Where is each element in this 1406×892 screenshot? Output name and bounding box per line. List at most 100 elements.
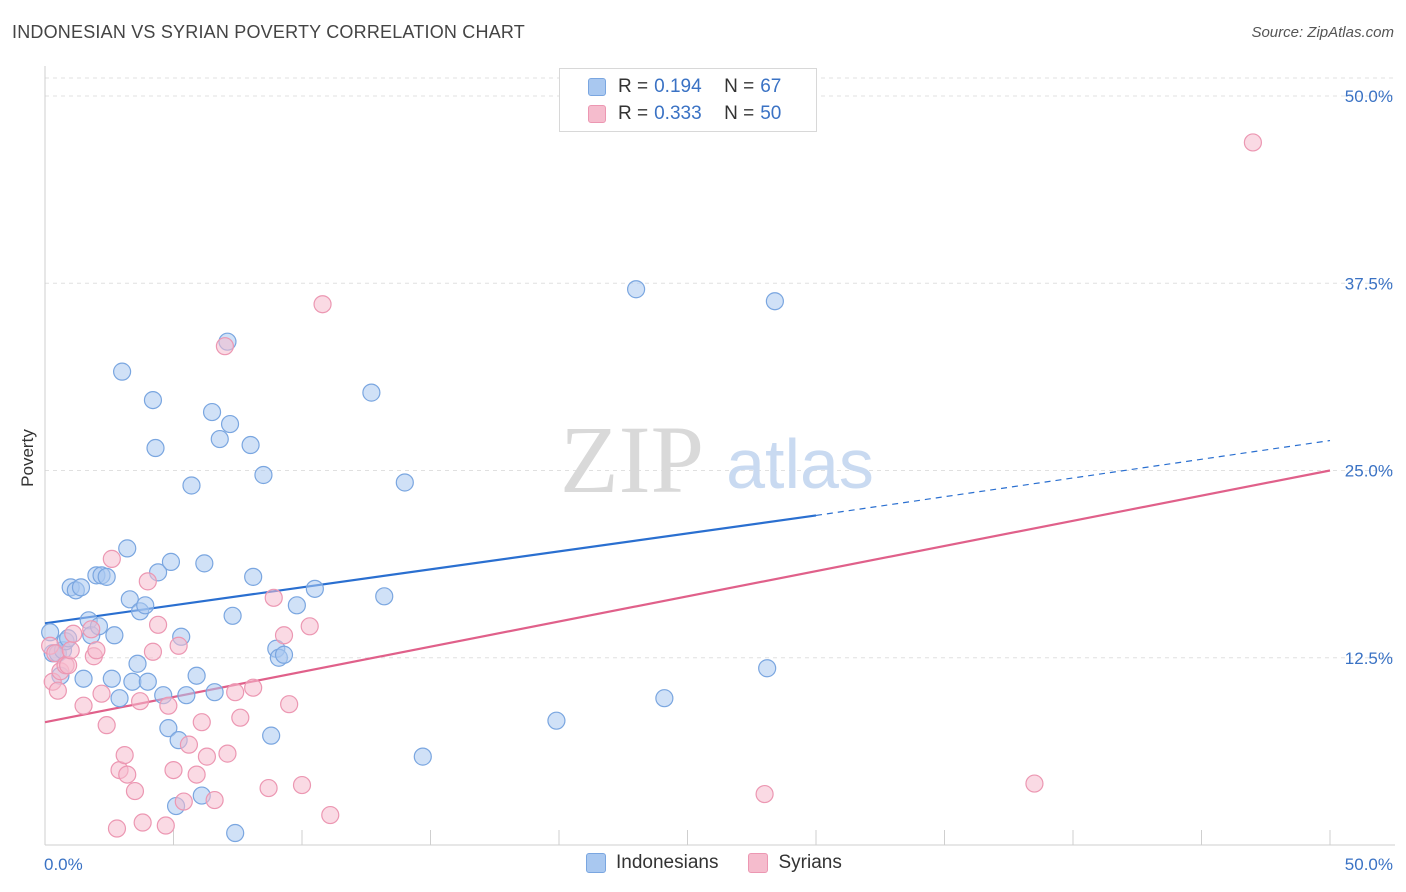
data-point bbox=[156, 816, 175, 835]
data-point bbox=[159, 719, 178, 738]
data-point bbox=[74, 669, 93, 688]
data-point bbox=[226, 823, 245, 843]
data-point bbox=[758, 659, 777, 678]
chart-title: INDONESIAN VS SYRIAN POVERTY CORRELATION… bbox=[12, 22, 525, 42]
y-tick-label: 25.0% bbox=[1345, 462, 1393, 481]
watermark-atlas: atlas bbox=[726, 425, 874, 503]
data-point bbox=[321, 805, 340, 825]
data-point bbox=[164, 760, 183, 780]
x-tick-label-min: 0.0% bbox=[44, 855, 83, 874]
legend-item-syrians[interactable]: Syrians bbox=[748, 852, 842, 874]
data-point bbox=[626, 280, 646, 299]
data-point bbox=[262, 726, 281, 745]
data-point bbox=[182, 476, 201, 495]
y-tick-label: 12.5% bbox=[1345, 649, 1393, 668]
trend-line-syrians bbox=[44, 469, 1331, 724]
tick-labels: 12.5% 25.0% 37.5% 50.0% 0.0% 50.0% bbox=[44, 87, 1393, 874]
data-point bbox=[755, 784, 774, 804]
data-point bbox=[112, 362, 132, 381]
data-point bbox=[138, 672, 157, 691]
legend-item-indonesians[interactable]: Indonesians bbox=[586, 852, 718, 874]
data-point bbox=[136, 596, 155, 615]
data-point bbox=[105, 626, 124, 645]
source-label: Source: ZipAtlas.com bbox=[1251, 24, 1394, 41]
legend-label: Indonesians bbox=[616, 852, 719, 873]
r-value: 0.333 bbox=[654, 103, 702, 124]
data-point bbox=[244, 567, 263, 586]
r-key: R = bbox=[618, 103, 649, 124]
data-point bbox=[174, 792, 193, 811]
data-point bbox=[97, 716, 116, 735]
data-point bbox=[313, 295, 332, 314]
data-points bbox=[41, 133, 1263, 843]
data-point bbox=[102, 549, 121, 568]
data-point bbox=[375, 587, 394, 606]
data-point bbox=[1243, 133, 1263, 152]
watermark-zip: ZIP bbox=[560, 406, 704, 513]
data-point bbox=[64, 624, 83, 643]
legend-row-syrians: R = 0.333 N = 50 bbox=[588, 102, 781, 126]
data-point bbox=[146, 438, 165, 458]
correlation-legend: R = 0.194 N = 67 R = 0.333 N = 50 bbox=[559, 68, 817, 132]
data-point bbox=[92, 684, 111, 703]
data-point bbox=[655, 689, 674, 708]
data-point bbox=[362, 383, 381, 402]
legend-label: Syrians bbox=[778, 852, 842, 873]
data-point bbox=[205, 790, 224, 810]
data-point bbox=[118, 539, 137, 558]
data-point bbox=[179, 735, 199, 754]
data-point bbox=[220, 414, 240, 434]
data-point bbox=[177, 686, 196, 705]
trend-line-indonesians bbox=[44, 514, 817, 625]
data-point bbox=[133, 813, 152, 832]
data-point bbox=[218, 744, 237, 763]
data-point bbox=[187, 765, 206, 784]
data-point bbox=[280, 695, 299, 714]
y-tick-label: 37.5% bbox=[1345, 274, 1393, 293]
axes bbox=[44, 66, 1395, 846]
data-point bbox=[138, 572, 157, 591]
data-point bbox=[210, 429, 229, 449]
data-point bbox=[61, 641, 80, 660]
data-point bbox=[71, 578, 91, 597]
n-key: N = bbox=[724, 103, 755, 124]
data-point bbox=[59, 656, 78, 675]
legend-row-indonesians: R = 0.194 N = 67 bbox=[588, 75, 781, 99]
data-point bbox=[143, 390, 163, 410]
data-point bbox=[125, 781, 145, 801]
data-point bbox=[300, 617, 319, 636]
data-point bbox=[264, 588, 283, 607]
data-point bbox=[205, 683, 224, 702]
data-point bbox=[215, 337, 234, 356]
data-point bbox=[159, 696, 178, 715]
syrians-swatch bbox=[588, 105, 606, 123]
series-legend: Indonesians Syrians bbox=[586, 852, 872, 874]
data-point bbox=[130, 692, 150, 711]
trend-lines bbox=[44, 439, 1331, 724]
data-point bbox=[231, 708, 250, 727]
data-point bbox=[287, 596, 306, 615]
data-point bbox=[123, 672, 142, 691]
data-point bbox=[259, 778, 278, 798]
trend-line-indonesians-extension bbox=[815, 439, 1331, 517]
n-value: 50 bbox=[760, 103, 782, 124]
x-tick-label-max: 50.0% bbox=[1345, 855, 1393, 874]
n-value: 67 bbox=[760, 76, 782, 97]
r-value: 0.194 bbox=[654, 76, 702, 97]
r-key: R = bbox=[618, 76, 649, 97]
data-point bbox=[148, 615, 168, 634]
data-point bbox=[120, 590, 139, 609]
data-point bbox=[413, 747, 432, 766]
data-point bbox=[48, 681, 67, 700]
series-syrians bbox=[41, 133, 1263, 838]
n-key: N = bbox=[724, 76, 755, 97]
data-point bbox=[161, 552, 181, 571]
watermark: ZIP atlas bbox=[560, 406, 874, 513]
data-point bbox=[254, 465, 273, 485]
y-axis-label: Poverty bbox=[18, 429, 37, 487]
data-point bbox=[305, 579, 324, 598]
data-point bbox=[82, 620, 101, 639]
data-point bbox=[1025, 774, 1044, 793]
data-point bbox=[118, 765, 137, 784]
y-tick-label: 50.0% bbox=[1345, 87, 1393, 106]
